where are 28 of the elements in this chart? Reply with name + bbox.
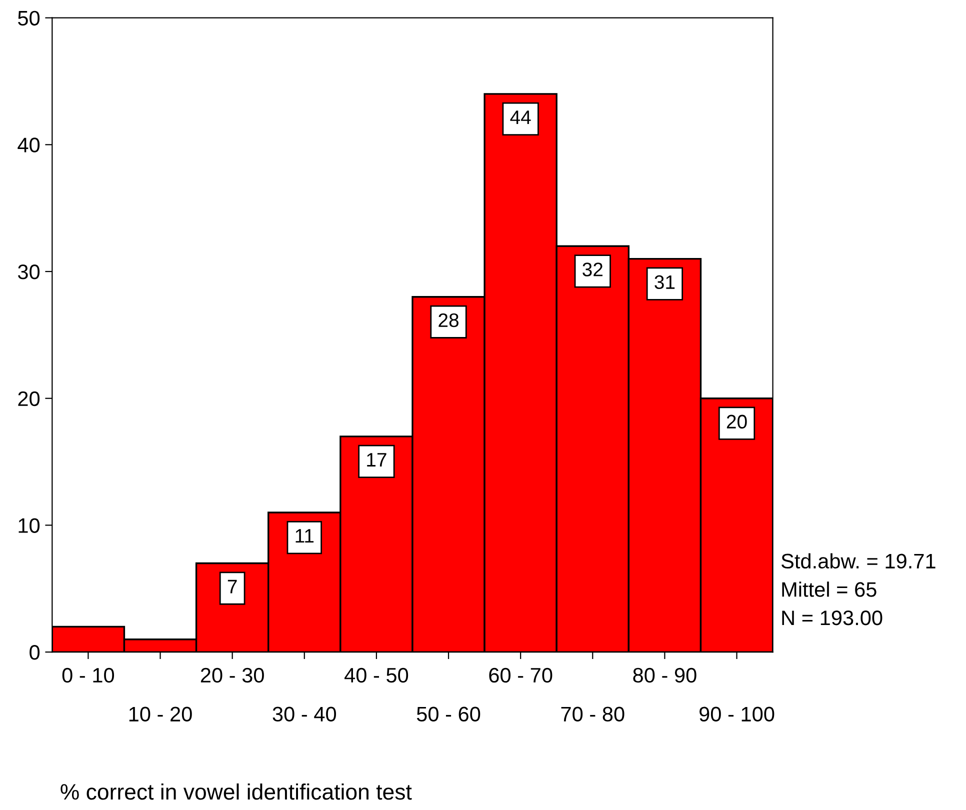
data-label: 7 xyxy=(228,580,237,594)
x-tick-label: 50 - 60 xyxy=(416,706,480,722)
data-label: 17 xyxy=(367,453,386,466)
x-tick-label: 90 - 100 xyxy=(700,706,774,722)
y-tick-label: 30 xyxy=(18,264,40,280)
x-axis-title: % correct in vowel identification test xyxy=(60,783,412,800)
x-tick-label: 80 - 90 xyxy=(633,668,696,683)
y-tick-label: 0 xyxy=(30,645,40,660)
data-label: 31 xyxy=(654,275,675,290)
data-label: 11 xyxy=(296,529,314,543)
data-label: 44 xyxy=(510,110,531,124)
data-label: 28 xyxy=(438,313,458,328)
x-tick-label: 70 - 80 xyxy=(561,706,624,722)
y-tick-label: 50 xyxy=(18,10,40,26)
y-tick-label: 40 xyxy=(18,138,40,152)
text: N = 193.00 xyxy=(782,610,882,626)
text: Std.abw. = 19.71 xyxy=(781,553,936,569)
x-tick-label: 40 - 50 xyxy=(344,668,408,683)
y-tick-label: 10 xyxy=(18,518,40,533)
y-tick-label: 20 xyxy=(18,391,40,406)
data-label: 32 xyxy=(582,262,602,276)
text: Mittel = 65 xyxy=(782,582,876,597)
x-tick-label: 60 - 70 xyxy=(489,668,552,683)
x-tick-label: 0 - 10 xyxy=(62,668,114,683)
data-label: 20 xyxy=(726,414,747,429)
x-tick-label: 20 - 30 xyxy=(200,668,264,683)
x-tick-label: 10 - 20 xyxy=(129,706,192,722)
x-tick-label: 30 - 40 xyxy=(272,706,336,722)
